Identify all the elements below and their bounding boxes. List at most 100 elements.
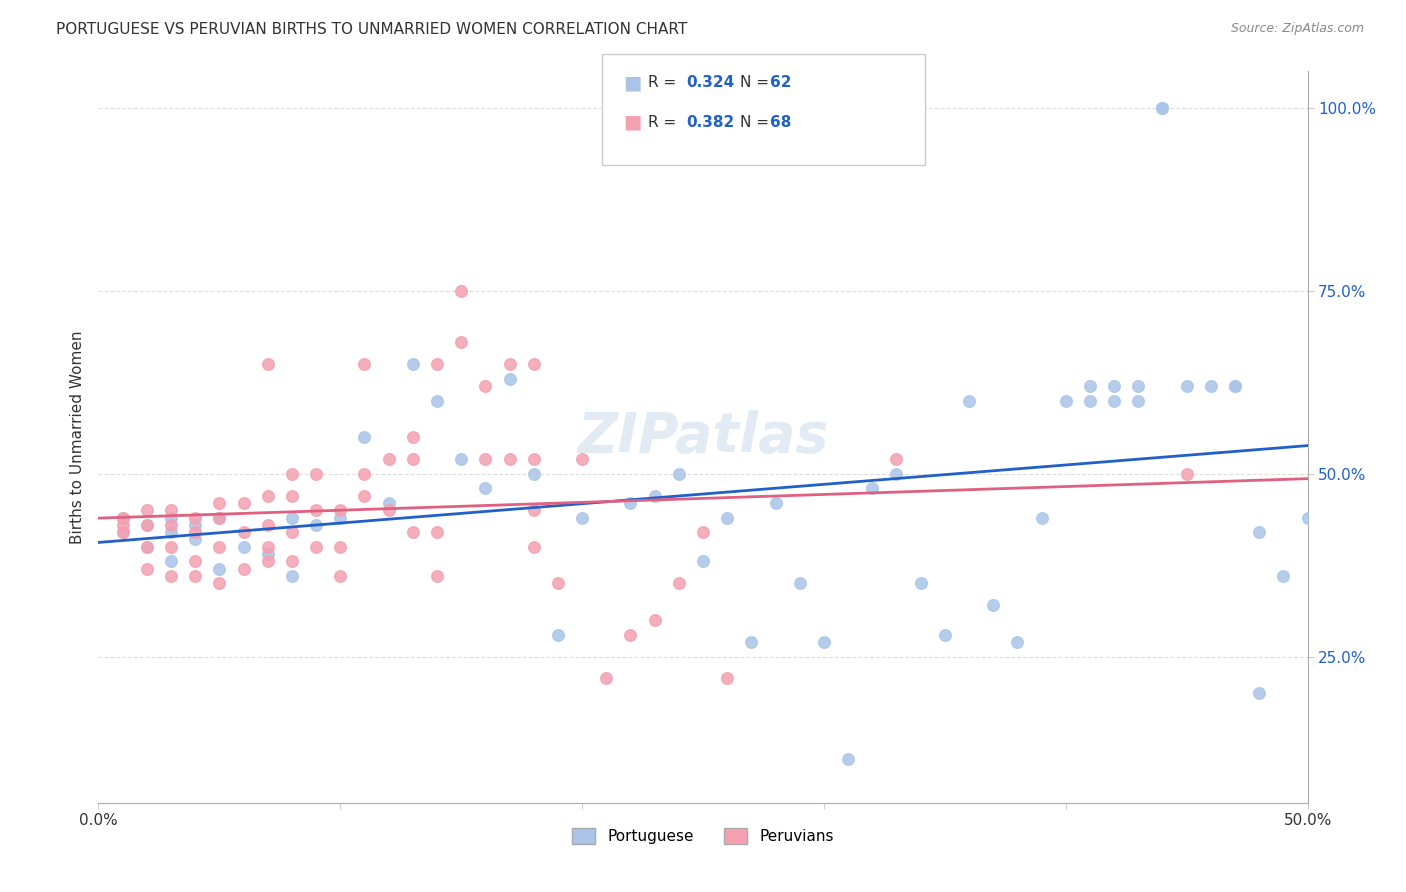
Point [353, 489, 375, 503]
Point [619, 496, 641, 510]
Point [837, 752, 859, 766]
Point [281, 554, 304, 568]
Point [184, 510, 207, 524]
Point [789, 576, 811, 591]
Point [886, 452, 908, 467]
Point [329, 503, 352, 517]
Point [860, 481, 883, 495]
Text: ZIPatlas: ZIPatlas [578, 410, 828, 464]
Point [402, 525, 425, 540]
Point [740, 635, 762, 649]
Point [547, 627, 569, 641]
Point [668, 467, 690, 481]
Point [474, 452, 496, 467]
Point [135, 540, 157, 554]
Point [523, 357, 546, 371]
Point [1102, 379, 1125, 393]
Point [160, 540, 183, 554]
Point [1078, 379, 1101, 393]
Point [111, 517, 134, 532]
Point [160, 503, 183, 517]
Point [232, 562, 254, 576]
Point [1152, 101, 1174, 115]
Point [547, 576, 569, 591]
Point [111, 525, 134, 540]
Text: PORTUGUESE VS PERUVIAN BIRTHS TO UNMARRIED WOMEN CORRELATION CHART: PORTUGUESE VS PERUVIAN BIRTHS TO UNMARRI… [56, 22, 688, 37]
Point [981, 599, 1004, 613]
Point [305, 467, 328, 481]
Point [208, 540, 231, 554]
Point [111, 525, 134, 540]
Point [305, 517, 328, 532]
Point [716, 672, 738, 686]
Point [1054, 393, 1077, 408]
Point [402, 452, 425, 467]
Point [160, 569, 183, 583]
Point [184, 533, 207, 547]
Point [450, 334, 472, 349]
Point [184, 525, 207, 540]
Point [111, 510, 134, 524]
Point [208, 510, 231, 524]
Point [1199, 379, 1222, 393]
Point [692, 554, 714, 568]
Point [402, 430, 425, 444]
Point [160, 525, 183, 540]
Point [813, 635, 835, 649]
Point [474, 379, 496, 393]
Point [1249, 525, 1271, 540]
Text: ■: ■ [623, 73, 641, 93]
Point [523, 452, 546, 467]
Text: 0.382: 0.382 [686, 115, 734, 129]
Point [523, 540, 546, 554]
Point [353, 357, 375, 371]
Point [402, 357, 425, 371]
Point [644, 613, 666, 627]
Point [208, 562, 231, 576]
Point [910, 576, 932, 591]
Point [934, 627, 956, 641]
Point [619, 627, 641, 641]
Point [232, 496, 254, 510]
Point [305, 503, 328, 517]
Point [256, 517, 278, 532]
Text: N =: N = [740, 76, 773, 90]
Point [450, 284, 472, 298]
Point [668, 576, 690, 591]
Point [208, 510, 231, 524]
Point [160, 517, 183, 532]
Point [256, 357, 278, 371]
Point [716, 510, 738, 524]
Point [208, 496, 231, 510]
Point [1223, 379, 1246, 393]
Point [377, 452, 399, 467]
Point [1223, 379, 1246, 393]
Point [571, 452, 593, 467]
Point [426, 525, 449, 540]
Legend: Portuguese, Peruvians: Portuguese, Peruvians [567, 822, 839, 850]
Point [281, 510, 304, 524]
Point [353, 430, 375, 444]
Point [426, 569, 449, 583]
Point [281, 525, 304, 540]
Point [595, 672, 617, 686]
Text: R =: R = [648, 115, 682, 129]
Point [1296, 510, 1319, 524]
Point [135, 517, 157, 532]
Point [498, 452, 520, 467]
Point [377, 503, 399, 517]
Point [281, 467, 304, 481]
Point [184, 569, 207, 583]
Point [111, 510, 134, 524]
Point [498, 371, 520, 385]
Text: N =: N = [740, 115, 773, 129]
Text: 62: 62 [770, 76, 792, 90]
Point [1175, 467, 1198, 481]
Point [1152, 101, 1174, 115]
Point [1175, 379, 1198, 393]
Point [160, 554, 183, 568]
Point [523, 503, 546, 517]
Point [305, 540, 328, 554]
Point [571, 510, 593, 524]
Point [353, 467, 375, 481]
